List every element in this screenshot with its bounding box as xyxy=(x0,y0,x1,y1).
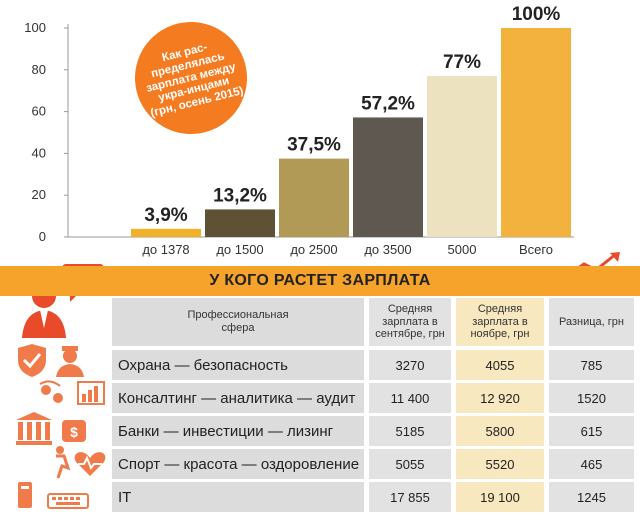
y-tick-label: 40 xyxy=(32,145,46,160)
row-november: 4055 xyxy=(456,350,544,380)
row-november: 5520 xyxy=(456,449,544,479)
y-tick-label: 100 xyxy=(24,20,46,35)
value-label: 13,2% xyxy=(213,185,267,206)
bar xyxy=(427,76,497,237)
row-difference: 785 xyxy=(549,350,634,380)
table-row: Банки — инвестиции — лизинг 5185 5800 61… xyxy=(112,416,634,446)
row-difference: 1520 xyxy=(549,383,634,413)
value-label: 100% xyxy=(512,4,561,25)
y-tick-label: 0 xyxy=(39,229,46,244)
value-label: 57,2% xyxy=(361,93,415,114)
value-labels: 3,9% 13,2% 37,5% 57,2% 77% 100% xyxy=(144,4,560,226)
row-sphere: Спорт — красота — оздоровление xyxy=(112,449,364,479)
row-sphere: Банки — инвестиции — лизинг xyxy=(112,416,364,446)
row-difference: 1245 xyxy=(549,482,634,512)
row-november: 5800 xyxy=(456,416,544,446)
svg-text:$: $ xyxy=(70,424,78,440)
row-november: 19 100 xyxy=(456,482,544,512)
header-september: Средняя зарплата в сентябре, грн xyxy=(369,298,451,346)
header-difference: Разница, грн xyxy=(549,298,634,346)
category-labels: до 1378 до 1500 до 2500 до 3500 5000 Всего xyxy=(142,242,553,257)
sport-heart-icon xyxy=(50,444,110,480)
value-label: 77% xyxy=(443,52,481,73)
bars xyxy=(131,28,571,237)
row-sphere: Охрана — безопасность xyxy=(112,350,364,380)
bar xyxy=(353,117,423,237)
row-november: 12 920 xyxy=(456,383,544,413)
consulting-chart-icon xyxy=(36,378,108,414)
row-september: 5185 xyxy=(369,416,451,446)
category-label: до 2500 xyxy=(290,242,337,257)
row-difference: 465 xyxy=(549,449,634,479)
row-sphere: Консалтинг — аналитика — аудит xyxy=(112,383,364,413)
header-sphere: Профессиональная сфера xyxy=(112,298,364,346)
table-row: Консалтинг — аналитика — аудит 11 400 12… xyxy=(112,383,634,413)
value-label: 3,9% xyxy=(144,205,187,226)
table-title: У КОГО РАСТЕТ ЗАРПЛАТА xyxy=(209,272,431,289)
bar xyxy=(205,209,275,237)
y-tick-label: 60 xyxy=(32,104,46,119)
table-row: Охрана — безопасность 3270 4055 785 xyxy=(112,350,634,380)
salary-distribution-chart: 0 20 40 60 80 100 до 1378 до 1500 до 2500 до 350… xyxy=(24,4,574,257)
category-label: Всего xyxy=(519,242,553,257)
row-september: 5055 xyxy=(369,449,451,479)
bar xyxy=(131,228,201,237)
bar xyxy=(501,28,571,237)
row-sphere: IT xyxy=(112,482,364,512)
table-row: IT 17 855 19 100 1245 xyxy=(112,482,634,512)
computer-icon xyxy=(14,480,98,512)
row-difference: 615 xyxy=(549,416,634,446)
row-september: 17 855 xyxy=(369,482,451,512)
value-label: 37,5% xyxy=(287,135,341,156)
table-title-band: У КОГО РАСТЕТ ЗАРПЛАТА xyxy=(0,266,640,296)
bar xyxy=(279,158,349,237)
category-label: до 3500 xyxy=(364,242,411,257)
y-tick-label: 80 xyxy=(32,62,46,77)
category-label: до 1500 xyxy=(216,242,263,257)
header-november: Средняя зарплата в ноябре, грн xyxy=(456,298,544,346)
callout-text: Как рас-пределялась зарплата между укра-… xyxy=(144,41,245,120)
bank-icon: $ xyxy=(14,410,98,446)
category-label: до 1378 xyxy=(142,242,189,257)
shield-guard-icon xyxy=(14,344,94,378)
category-label: 5000 xyxy=(448,242,477,257)
y-tick-label: 20 xyxy=(32,187,46,202)
row-september: 11 400 xyxy=(369,383,451,413)
table-row: Спорт — красота — оздоровление 5055 5520… xyxy=(112,449,634,479)
row-september: 3270 xyxy=(369,350,451,380)
